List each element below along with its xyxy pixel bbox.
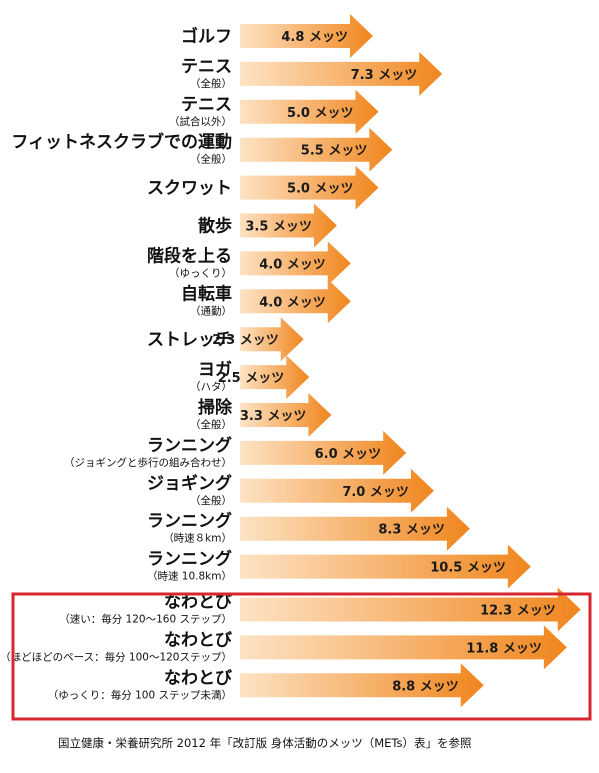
bar-arrow	[240, 625, 567, 670]
category-label: 自転車	[181, 283, 232, 304]
category-label: テニス	[181, 57, 232, 77]
value-label: 2.3 メッツ	[212, 333, 279, 348]
category-sublabel: （速い：毎分 120〜160 ステップ）	[59, 613, 232, 626]
bar-arrow	[240, 468, 434, 513]
category-sublabel: （時速 10.8km）	[147, 571, 232, 583]
category-sublabel: （ほどほどのペース：毎分 100〜120ステップ）	[0, 650, 232, 663]
category-label: テニス	[181, 95, 232, 115]
value-label: 5.0 メッツ	[287, 106, 354, 121]
category-sublabel: （全般）	[190, 77, 232, 90]
category-label: 掃除	[198, 397, 233, 418]
bar-arrow	[240, 430, 407, 475]
category-label: スクワット	[147, 179, 232, 199]
value-label: 4.0 メッツ	[259, 257, 326, 272]
value-label: 2.5 メッツ	[218, 371, 285, 386]
category-label: ランニング	[147, 549, 232, 570]
value-label: 6.0 メッツ	[315, 447, 382, 462]
value-label: 12.3 メッツ	[480, 604, 556, 619]
bar-arrow	[240, 544, 531, 589]
bar-arrow	[240, 393, 332, 437]
bar-arrow	[240, 587, 581, 632]
value-label: 8.8 メッツ	[392, 679, 459, 694]
category-label: 階段を上る	[147, 245, 232, 266]
bar-arrow	[240, 279, 351, 324]
bar-arrow	[240, 663, 484, 708]
category-sublabel: （全般）	[190, 494, 232, 507]
category-label: ヨガ	[198, 360, 232, 380]
category-sublabel: （ジョギングと歩行の組み合わせ）	[64, 456, 232, 469]
value-label: 5.0 メッツ	[287, 182, 354, 197]
value-label: 8.3 メッツ	[378, 523, 445, 538]
value-label: 7.3 メッツ	[351, 68, 418, 83]
highlight-box	[11, 592, 592, 721]
bar-arrow	[240, 241, 351, 286]
value-label: 3.3 メッツ	[240, 409, 307, 424]
category-label: ランニング	[147, 511, 232, 532]
category-label: フィットネスクラブでの運動	[11, 132, 232, 153]
category-label: なわとび	[164, 630, 232, 650]
bar-arrow	[240, 51, 443, 96]
value-label: 3.5 メッツ	[245, 220, 312, 235]
category-sublabel: （全般）	[190, 153, 232, 166]
category-sublabel: （ゆっくり）	[169, 267, 232, 279]
bar-arrow	[240, 89, 379, 134]
category-label: ジョギング	[147, 473, 232, 494]
bar-arrow	[240, 317, 304, 362]
category-sublabel: （ハタ）	[190, 381, 232, 393]
category-label: ストレッチ	[147, 330, 232, 350]
value-label: 4.0 メッツ	[259, 295, 326, 310]
category-label: ランニング	[147, 435, 232, 456]
bar-arrow	[240, 506, 470, 551]
category-sublabel: （試合以外）	[169, 115, 232, 128]
category-label: ゴルフ	[181, 26, 232, 47]
category-label: なわとび	[164, 668, 232, 688]
value-label: 4.8 メッツ	[281, 30, 348, 45]
footnote: 国立健康・栄養研究所 2012 年「改訂版 身体活動のメッツ（METs）表」を参…	[58, 736, 472, 750]
category-sublabel: （通勤）	[190, 304, 232, 317]
value-label: 7.0 メッツ	[342, 485, 409, 500]
value-label: 10.5 メッツ	[430, 561, 506, 576]
value-label: 11.8 メッツ	[466, 641, 542, 656]
category-sublabel: （時速８km）	[163, 533, 232, 545]
category-label: なわとび	[164, 593, 232, 613]
bar-arrow	[240, 165, 379, 210]
bar-arrow	[240, 203, 337, 248]
category-label: 散歩	[198, 216, 232, 237]
category-sublabel: （全般）	[190, 418, 232, 431]
bar-arrow	[240, 127, 393, 172]
category-sublabel: （ゆっくり：毎分 100 ステップ未満）	[48, 688, 232, 701]
bar-arrow	[240, 14, 373, 58]
value-label: 5.5 メッツ	[301, 144, 368, 159]
bar-arrow	[240, 355, 310, 400]
